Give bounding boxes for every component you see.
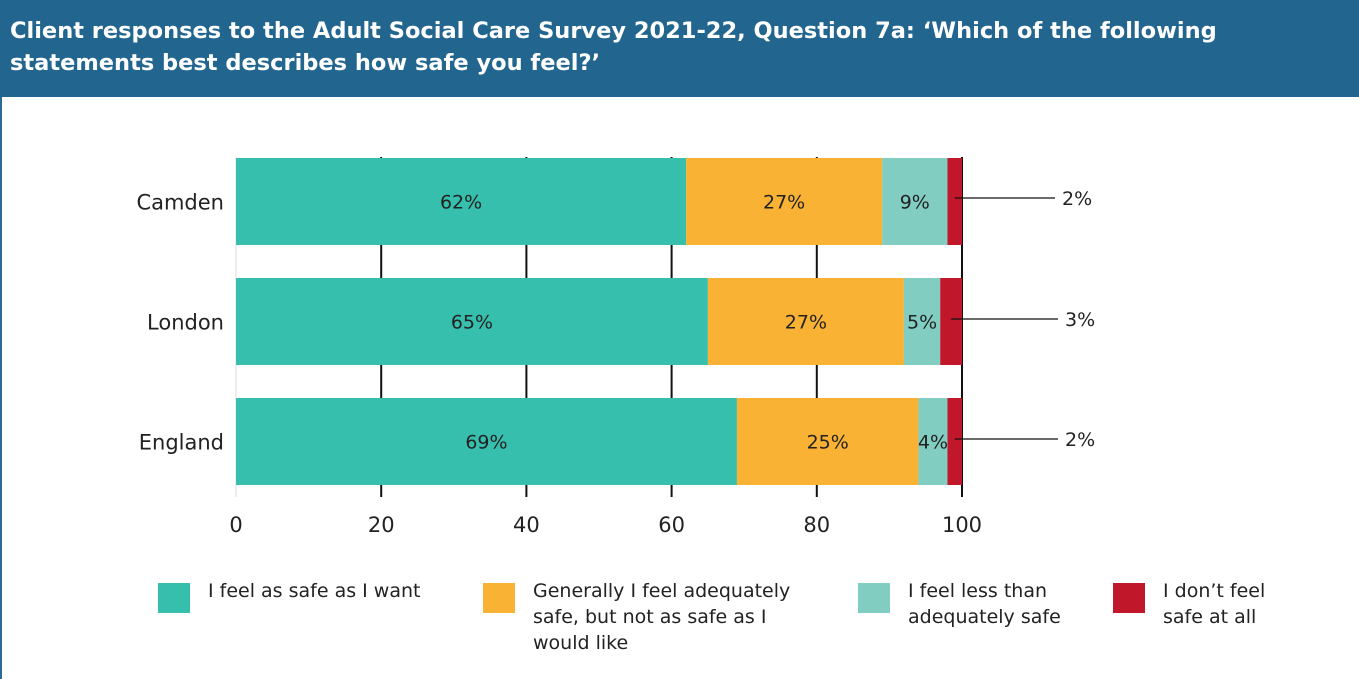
bar-segment bbox=[236, 398, 737, 485]
data-label: 69% bbox=[465, 432, 507, 454]
data-label: 2% bbox=[1065, 429, 1095, 451]
bar-segment bbox=[736, 398, 919, 485]
x-tick-label: 80 bbox=[803, 513, 830, 537]
x-tick-label: 0 bbox=[229, 513, 242, 537]
bar-segment bbox=[236, 278, 708, 365]
data-label: 3% bbox=[1065, 309, 1095, 331]
bar-segment bbox=[686, 158, 883, 245]
legend-label: I don’t feel safe at all bbox=[1163, 580, 1266, 628]
data-label: 65% bbox=[451, 312, 493, 334]
data-label: 2% bbox=[1062, 188, 1092, 210]
legend-label: Generally I feel adequately safe, but no… bbox=[533, 580, 791, 654]
legend-label: I feel as safe as I want bbox=[208, 580, 421, 602]
bar-segment bbox=[940, 278, 962, 365]
data-label: 62% bbox=[440, 192, 482, 214]
category-label: England bbox=[139, 431, 224, 455]
data-label: 27% bbox=[763, 192, 805, 214]
legend-swatch bbox=[858, 583, 890, 613]
data-label: 27% bbox=[785, 312, 827, 334]
title-bar: Client responses to the Adult Social Car… bbox=[0, 0, 1359, 97]
category-label: Camden bbox=[136, 191, 224, 215]
legend-label: I feel less than adequately safe bbox=[908, 580, 1061, 628]
data-label: 5% bbox=[907, 312, 937, 334]
x-tick-label: 40 bbox=[513, 513, 540, 537]
category-label: London bbox=[147, 311, 224, 335]
chart-title: Client responses to the Adult Social Car… bbox=[10, 18, 1217, 76]
bar-segment bbox=[918, 398, 948, 485]
bar-segment bbox=[947, 158, 962, 245]
bar-segment bbox=[947, 398, 962, 485]
bar-segment bbox=[882, 158, 948, 245]
x-tick-label: 20 bbox=[368, 513, 395, 537]
x-tick-label: 60 bbox=[658, 513, 685, 537]
bar-segment bbox=[707, 278, 904, 365]
bar-segment bbox=[236, 158, 687, 245]
legend-swatch bbox=[158, 583, 190, 613]
x-tick-label: 100 bbox=[942, 513, 982, 537]
legend-swatch bbox=[1113, 583, 1145, 613]
legend-swatch bbox=[483, 583, 515, 613]
data-label: 9% bbox=[900, 192, 930, 214]
data-label: 25% bbox=[807, 432, 849, 454]
data-label: 4% bbox=[918, 432, 948, 454]
bar-segment bbox=[903, 278, 941, 365]
stacked-bar-chart: Camden London England 62% 27% 9% 2% 65% 27% 5% 3% 6… bbox=[136, 157, 1095, 537]
